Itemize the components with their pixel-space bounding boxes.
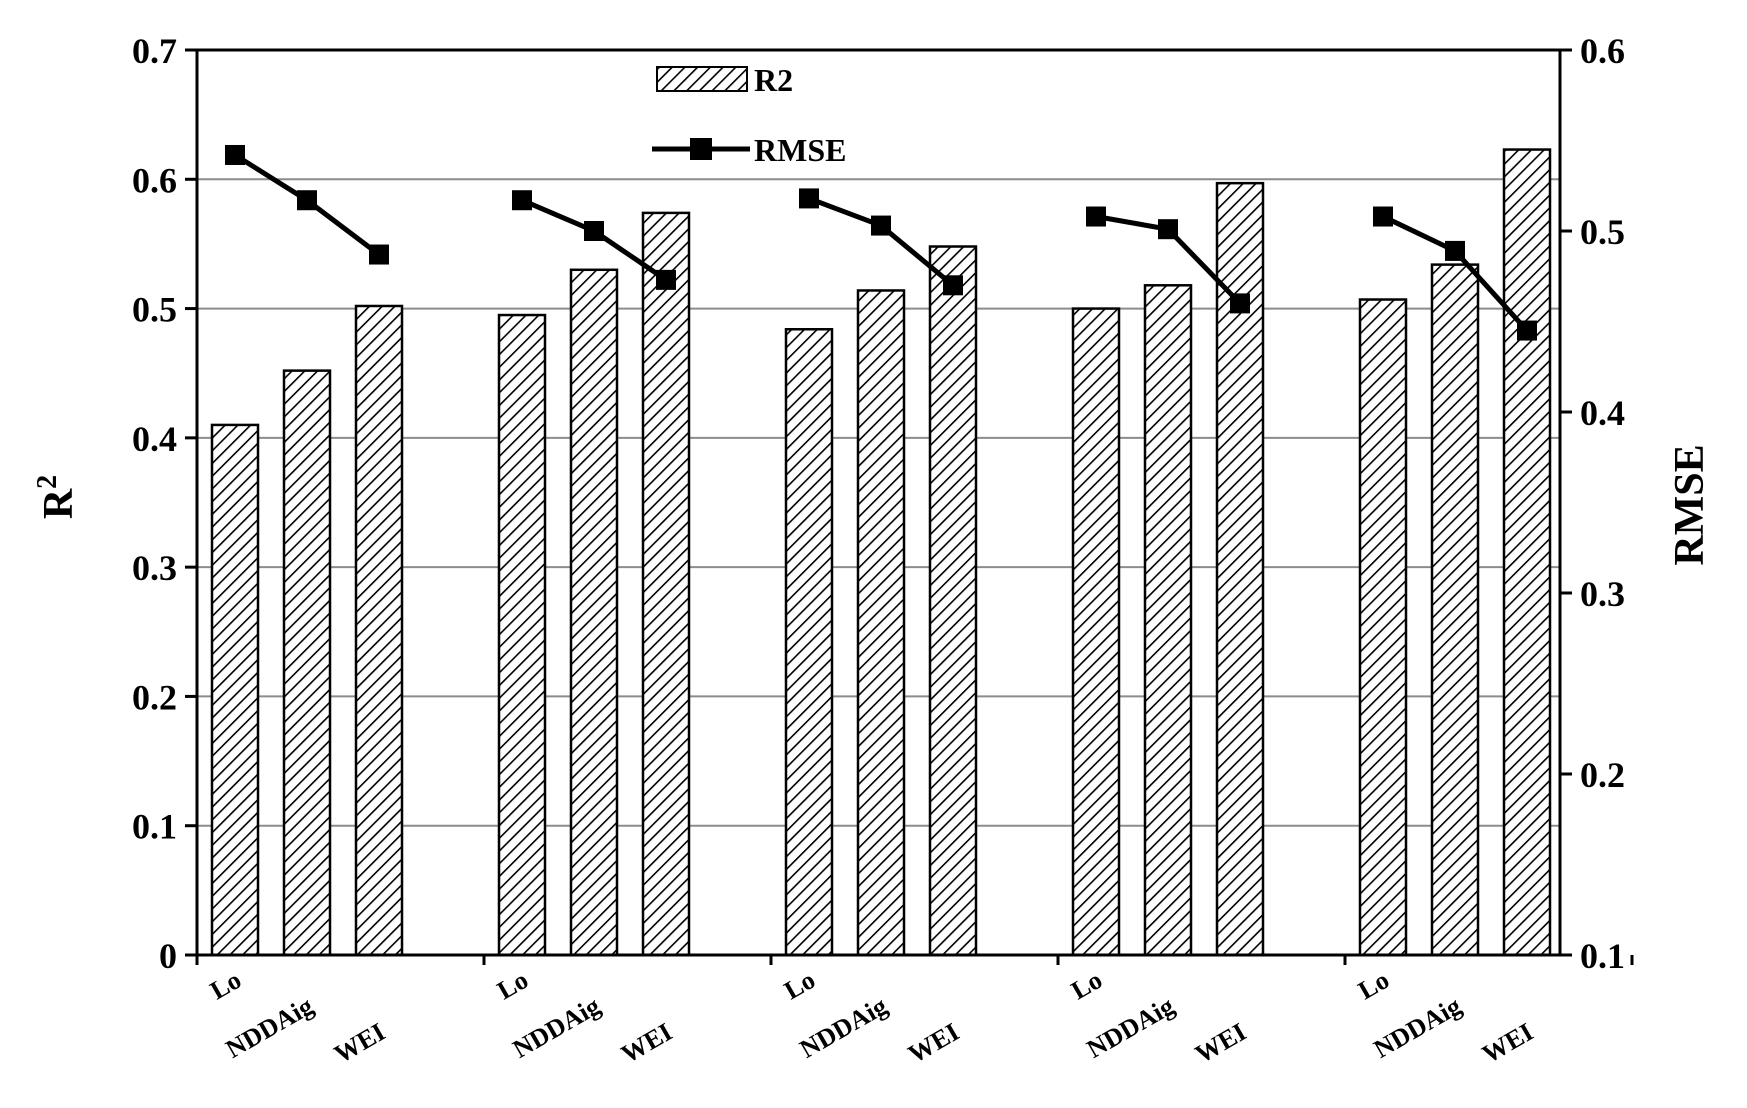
bar <box>569 268 619 957</box>
rmse-point <box>943 275 963 296</box>
category-label: WEI <box>903 1017 964 1069</box>
legend-rmse-marker <box>690 138 712 160</box>
category-label: NDDAig <box>1082 991 1179 1064</box>
category-label: NDDAig <box>1369 991 1466 1064</box>
bar <box>1502 148 1552 957</box>
y-left-tick-label: 0 <box>159 936 177 976</box>
category-label: NDDAig <box>221 991 318 1064</box>
rmse-point <box>1086 206 1106 227</box>
bar <box>928 245 978 957</box>
legend-r2-label: R2 <box>754 62 793 98</box>
y-left-tick-label: 0.2 <box>132 677 177 717</box>
y-left-tick-label: 0.5 <box>132 290 177 330</box>
axis-ticks: 0 0.1 0.2 0.3 0.4 0.5 0.6 0.7 0.1 0.2 0.3 0.4 0.5 0.6 <box>132 31 1634 976</box>
bar <box>1071 307 1121 957</box>
category-label: WEI <box>329 1017 390 1069</box>
rmse-point <box>512 190 532 211</box>
y-left-tick-label: 0.3 <box>132 548 177 588</box>
bar <box>1430 263 1480 957</box>
y-right-tick-label: 0.2 <box>1580 755 1625 795</box>
y-left-axis-title: R2 <box>32 475 82 519</box>
rmse-point <box>1158 219 1178 240</box>
category-label: Lo <box>779 965 820 1005</box>
bars <box>210 148 1552 957</box>
y-left-tick-label: 0.6 <box>132 160 177 200</box>
category-label: WEI <box>1190 1017 1251 1069</box>
y-right-axis-title: RMSE <box>1667 444 1713 565</box>
rmse-point <box>369 244 389 265</box>
category-label: Lo <box>1353 965 1394 1005</box>
y-left-tick-label: 0.4 <box>132 419 177 459</box>
plot-frame <box>195 48 1562 957</box>
bar <box>1358 298 1408 957</box>
category-label: WEI <box>616 1017 677 1069</box>
rmse-point <box>297 190 317 211</box>
category-label: Lo <box>205 965 246 1005</box>
rmse-point <box>1230 293 1250 314</box>
legend-r2-swatch <box>656 66 748 92</box>
rmse-point <box>1445 240 1465 261</box>
rmse-point <box>1373 206 1393 227</box>
legend: R2 RMSE <box>652 62 846 168</box>
bar <box>784 328 834 957</box>
bar <box>497 313 547 957</box>
bar <box>856 289 906 957</box>
rmse-point <box>656 269 676 290</box>
bar <box>641 211 691 957</box>
category-label: NDDAig <box>508 991 605 1064</box>
category-label: NDDAig <box>795 991 892 1064</box>
rmse-point <box>225 144 245 165</box>
rmse-point <box>871 215 891 236</box>
bar <box>282 369 332 957</box>
y-right-tick-label: 0.3 <box>1580 574 1625 614</box>
bar <box>210 423 260 957</box>
y-right-tick-label: 0.6 <box>1580 31 1625 71</box>
rmse-line <box>225 144 1537 341</box>
bar <box>1143 284 1193 957</box>
rmse-point <box>584 221 604 241</box>
y-left-title-main: R <box>36 488 82 519</box>
category-label: Lo <box>492 965 533 1005</box>
rmse-point <box>1517 320 1537 341</box>
y-left-title-superscript: 2 <box>32 475 63 489</box>
y-right-tick-label: 0.1 <box>1580 936 1625 976</box>
y-right-tick-label: 0.4 <box>1580 393 1625 433</box>
bar <box>354 304 404 957</box>
category-label: Lo <box>1066 965 1107 1005</box>
y-right-tick-label: 0.5 <box>1580 212 1625 252</box>
y-left-tick-label: 0.7 <box>132 31 177 71</box>
y-left-tick-label: 0.1 <box>132 807 177 847</box>
rmse-point <box>799 188 819 209</box>
legend-rmse-label: RMSE <box>754 132 846 168</box>
category-label: WEI <box>1477 1017 1538 1069</box>
